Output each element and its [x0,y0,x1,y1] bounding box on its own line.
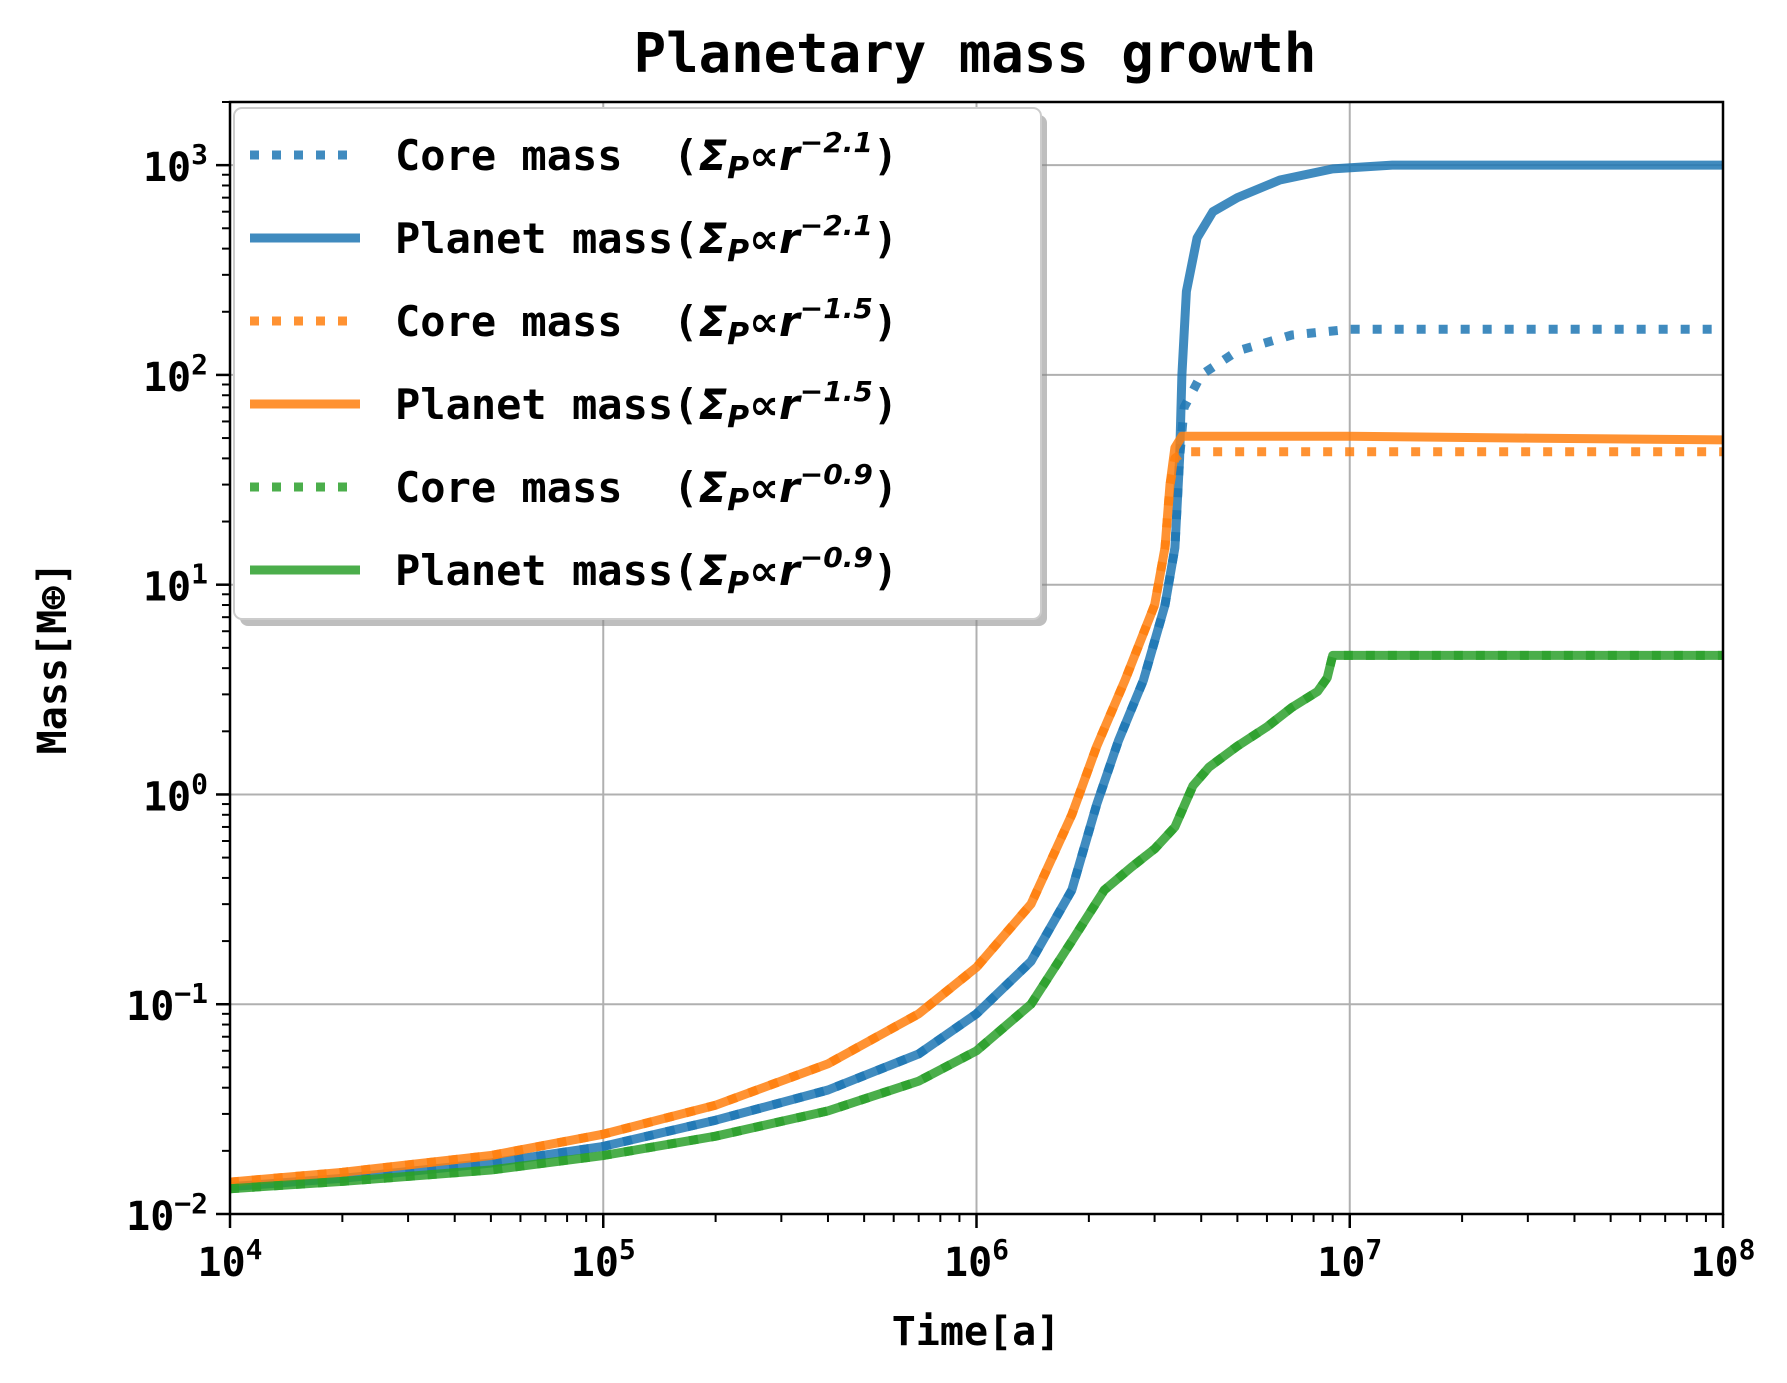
legend-box [233,107,1042,620]
x-tick-label: 108 [1690,1233,1755,1286]
legend-label: Core mass (ΣP∝r−0.9) [395,458,898,518]
chart-title: Planetary mass growth [634,22,1317,85]
minor-ticks [222,101,1707,1222]
legend-label: Planet mass(ΣP∝r−1.5) [395,375,898,435]
series-lines [230,160,1723,1194]
y-tick-label: 101 [143,558,208,611]
legend: Core mass (ΣP∝r−2.1) Planet mass(ΣP∝r−2.1… [233,107,1047,626]
legend-label: Planet mass(ΣP∝r−0.9) [395,541,898,601]
y-tick-label: 10−1 [126,977,208,1030]
legend-label: Planet mass(ΣP∝r−2.1) [395,209,898,269]
x-tick-label: 104 [197,1233,262,1286]
y-tick-label: 103 [143,138,208,191]
series-line-core-mass [230,650,1723,1194]
x-tick-label: 107 [1317,1233,1382,1286]
series-line-planet-mass [230,431,1723,1187]
legend-label: Core mass (ΣP∝r−2.1) [395,126,898,186]
series-line-core-mass [230,447,1723,1187]
x-tick-label: 106 [944,1233,1009,1286]
legend-entries: Core mass (ΣP∝r−2.1) Planet mass(ΣP∝r−2.1… [250,126,898,601]
y-axis: 10−2 10−1 100 101 102 103 [126,138,230,1240]
y-tick-label: 100 [143,767,208,820]
x-axis-label: Time[a] [892,1309,1061,1355]
legend-label: Core mass (ΣP∝r−1.5) [395,292,898,352]
x-axis: 104 105 106 107 108 [197,1214,1756,1286]
y-tick-label: 102 [143,348,208,401]
y-tick-label: 10−2 [126,1187,208,1240]
y-axis-label: Mass[M⊕] [30,562,76,755]
x-tick-label: 105 [571,1233,636,1286]
